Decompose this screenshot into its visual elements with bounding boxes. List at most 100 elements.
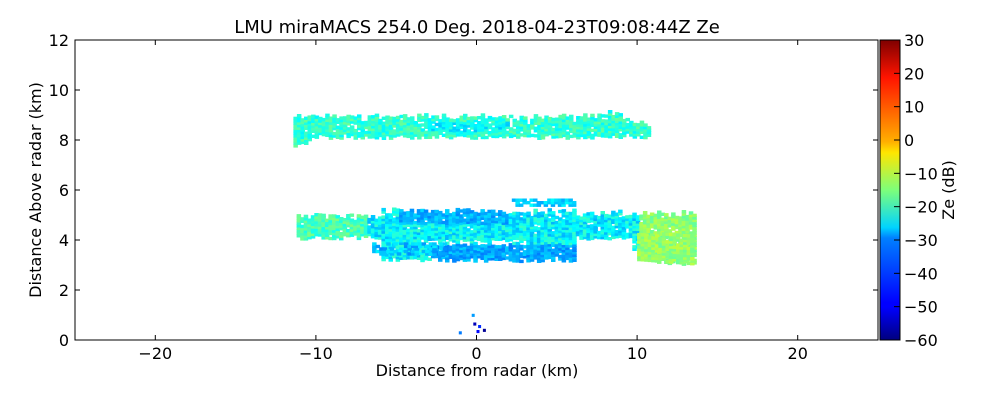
- echo-cell: [356, 224, 362, 228]
- echo-cell: [441, 255, 446, 260]
- echo-cell: [480, 249, 485, 253]
- echo-cell: [423, 234, 429, 238]
- echo-cell: [438, 210, 443, 215]
- echo-cell: [483, 251, 489, 256]
- echo-cell: [674, 218, 680, 222]
- echo-cell: [448, 121, 454, 125]
- echo-cell: [649, 220, 655, 224]
- echo-cell: [569, 117, 574, 121]
- echo-cell: [576, 133, 581, 137]
- echo-cell: [632, 217, 637, 221]
- echo-cell: [579, 236, 584, 240]
- echo-cell: [569, 119, 574, 124]
- echo-cell: [614, 212, 620, 216]
- echo-cell: [554, 120, 560, 124]
- echo-cell: [424, 130, 429, 134]
- echo-cell: [515, 211, 521, 216]
- echo-cell: [438, 126, 443, 130]
- echo-cell: [374, 131, 380, 135]
- echo-cell: [328, 231, 333, 236]
- echo-cell: [575, 225, 581, 229]
- echo-cell: [569, 114, 574, 119]
- echo-cell: [406, 213, 411, 217]
- colorbar-tick-label: −50: [904, 298, 938, 317]
- echo-cell: [550, 201, 556, 205]
- echo-cell: [438, 218, 443, 222]
- echo-cell: [526, 224, 531, 228]
- echo-cell: [544, 115, 549, 119]
- echo-cell: [473, 224, 478, 228]
- echo-cell: [501, 236, 507, 241]
- echo-cell: [579, 219, 584, 223]
- echo-cell: [597, 215, 602, 220]
- echo-cell: [314, 125, 320, 129]
- echo-cell: [395, 128, 401, 132]
- echo-cell: [501, 249, 507, 253]
- echo-cell: [402, 256, 408, 260]
- echo-cell: [668, 252, 674, 257]
- echo-cell: [572, 236, 577, 240]
- echo-cell: [544, 226, 549, 230]
- echo-cell: [679, 243, 684, 248]
- echo-cell: [565, 136, 570, 140]
- echo-cell: [678, 223, 683, 228]
- echo-cell: [353, 224, 358, 229]
- echo-cell: [544, 228, 549, 233]
- echo-cell: [310, 235, 316, 239]
- echo-cell: [466, 124, 471, 128]
- echo-cell: [569, 122, 574, 126]
- echo-cell: [480, 115, 486, 120]
- echo-cell: [632, 237, 637, 241]
- echo-cell: [455, 128, 461, 132]
- echo-cell: [576, 126, 581, 130]
- echo-cell: [328, 121, 334, 125]
- echo-cell: [512, 214, 517, 218]
- echo-cell: [561, 254, 567, 258]
- echo-cell: [445, 127, 450, 131]
- echo-cell: [442, 252, 448, 256]
- echo-cell: [501, 219, 507, 223]
- echo-cell: [508, 225, 514, 229]
- echo-cell: [558, 217, 563, 221]
- echo-cell: [434, 237, 439, 241]
- echo-cell: [604, 124, 609, 128]
- echo-cell: [526, 134, 532, 138]
- echo-cell: [466, 220, 471, 225]
- echo-cell: [597, 230, 602, 235]
- echo-cell: [441, 225, 446, 230]
- echo-cell: [658, 244, 663, 248]
- echo-cell: [644, 258, 649, 262]
- echo-cell: [423, 227, 429, 231]
- echo-cell: [519, 123, 524, 127]
- echo-cell: [392, 121, 397, 126]
- echo-cell: [607, 122, 613, 126]
- echo-cell: [568, 249, 574, 253]
- echo-cell: [455, 240, 461, 244]
- echo-cell: [483, 214, 489, 218]
- echo-cell: [661, 249, 667, 254]
- echo-cell: [557, 198, 563, 202]
- echo-cell: [561, 133, 567, 138]
- colorbar-tick-label: −20: [904, 198, 938, 217]
- echo-cell: [568, 226, 574, 231]
- echo-cell: [332, 236, 337, 241]
- echo-cell: [466, 210, 471, 215]
- echo-cell: [413, 215, 418, 220]
- echo-cell: [547, 213, 552, 217]
- echo-cell: [572, 211, 577, 215]
- echo-cell: [448, 128, 454, 132]
- echo-cell: [551, 258, 556, 262]
- echo-cell: [476, 222, 482, 226]
- echo-cell: [473, 136, 479, 140]
- echo-cell: [512, 244, 517, 248]
- echo-cell: [473, 219, 478, 223]
- echo-cell: [640, 248, 646, 252]
- echo-cell: [685, 229, 690, 234]
- echo-cell: [423, 229, 429, 233]
- echo-cell: [654, 236, 660, 241]
- echo-cell: [671, 212, 676, 216]
- echo-cell: [551, 117, 556, 122]
- echo-cell: [332, 229, 337, 233]
- echo-cell: [480, 234, 485, 238]
- echo-cell: [683, 246, 688, 250]
